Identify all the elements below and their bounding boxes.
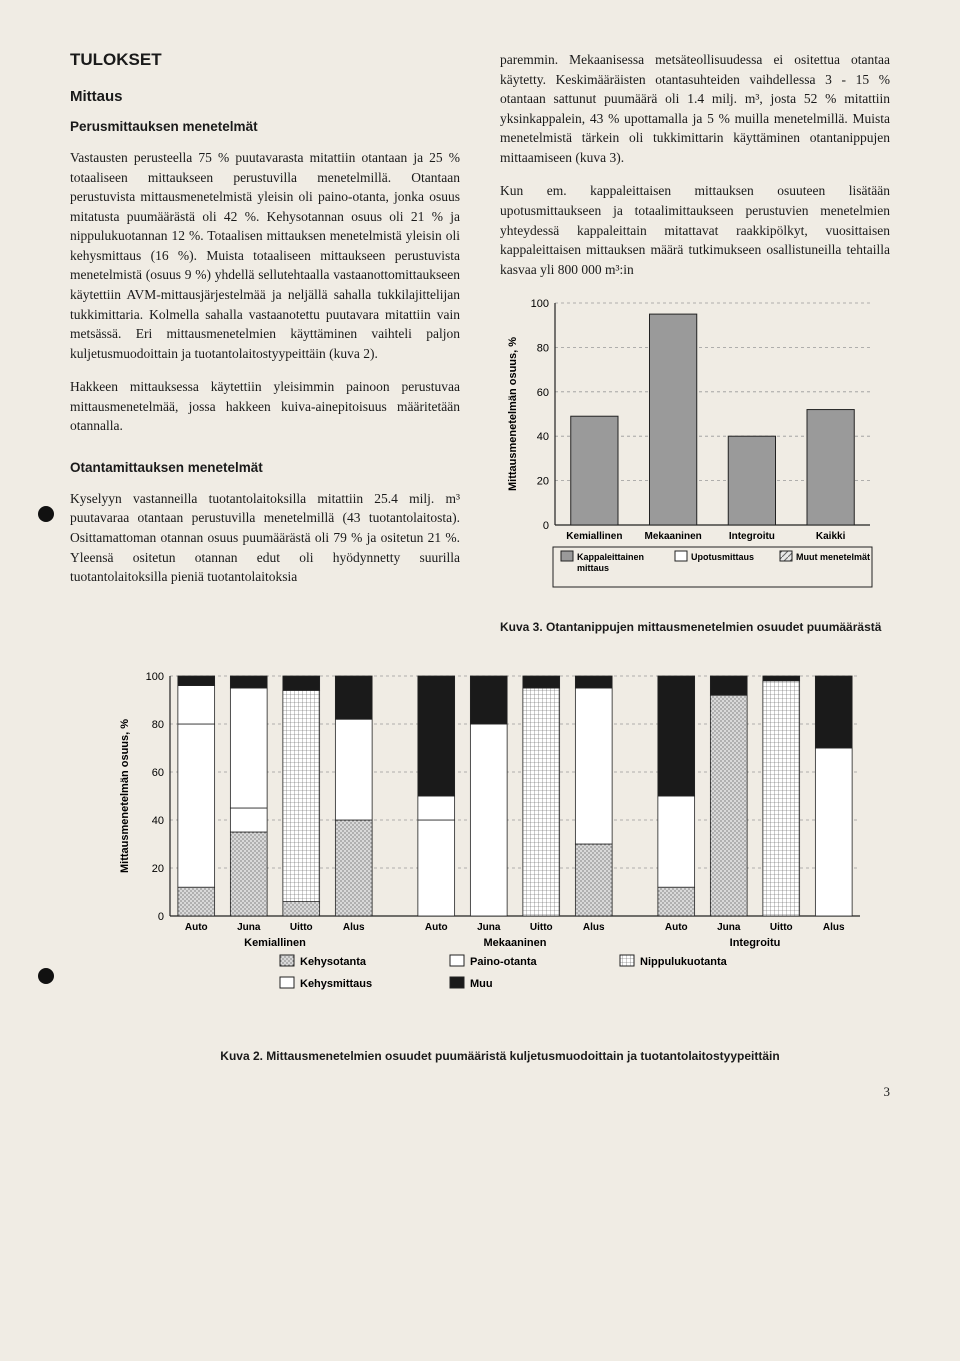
paragraph-5: Kun em. kappaleittaisen mittauksen osuut… — [500, 181, 890, 279]
svg-text:Mittausmenetelmän osuus, %: Mittausmenetelmän osuus, % — [507, 337, 519, 491]
page-number: 3 — [70, 1084, 890, 1100]
svg-text:Kappaleittainen: Kappaleittainen — [577, 552, 644, 562]
svg-text:Juna: Juna — [237, 922, 261, 933]
svg-text:20: 20 — [537, 476, 549, 488]
paragraph-1: Vastausten perusteella 75 % puutavarasta… — [70, 148, 460, 363]
svg-text:Auto: Auto — [665, 922, 688, 933]
svg-text:Kehysmittaus: Kehysmittaus — [300, 978, 372, 990]
chart-2-container: 0 20 40 60 80 100 Mittausmenetelmän osuus, % Au… — [110, 666, 890, 1065]
svg-text:Auto: Auto — [425, 922, 448, 933]
right-column: paremmin. Mekaanisessa metsäteollisuudes… — [500, 50, 890, 636]
svg-text:Kemiallinen: Kemiallinen — [244, 937, 306, 949]
svg-text:Uitto: Uitto — [530, 922, 553, 933]
svg-text:40: 40 — [152, 815, 164, 827]
svg-text:Alus: Alus — [823, 922, 845, 933]
svg-text:Nippulukuotanta: Nippulukuotanta — [640, 956, 728, 968]
svg-text:Mittausmenetelmän osuus, %: Mittausmenetelmän osuus, % — [119, 719, 131, 873]
svg-text:100: 100 — [531, 298, 549, 310]
svg-text:60: 60 — [537, 387, 549, 399]
svg-text:Juna: Juna — [717, 922, 741, 933]
svg-text:Kemiallinen: Kemiallinen — [566, 531, 622, 542]
svg-text:Muut menetelmät: Muut menetelmät — [796, 552, 870, 562]
heading-tulokset: TULOKSET — [70, 50, 460, 70]
svg-text:60: 60 — [152, 767, 164, 779]
chart-3-svg: 0 20 40 60 80 100 Mittausmenetelmän osuus, % Ke… — [500, 293, 880, 603]
heading-otantamittauksen: Otantamittauksen menetelmät — [70, 460, 460, 475]
heading-perusmittauksen: Perusmittauksen menetelmät — [70, 119, 460, 134]
paragraph-4: paremmin. Mekaanisessa metsäteollisuudes… — [500, 50, 890, 167]
svg-text:Integroitu: Integroitu — [729, 531, 775, 542]
svg-text:Kehysotanta: Kehysotanta — [300, 956, 367, 968]
svg-text:Alus: Alus — [583, 922, 605, 933]
svg-text:Mekaaninen: Mekaaninen — [484, 937, 547, 949]
svg-text:Uitto: Uitto — [290, 922, 313, 933]
chart-3-container: 0 20 40 60 80 100 Mittausmenetelmän osuus, % Ke… — [500, 293, 890, 636]
chart-2-svg: 0 20 40 60 80 100 Mittausmenetelmän osuus, % Au… — [110, 666, 870, 1026]
paragraph-3: Kyselyyn vastanneilla tuotantolaitoksill… — [70, 489, 460, 587]
heading-mittaus: Mittaus — [70, 88, 460, 105]
svg-text:80: 80 — [152, 719, 164, 731]
bullet-1 — [38, 506, 54, 522]
chart-2-caption: Kuva 2. Mittausmenetelmien osuudet puumä… — [110, 1049, 890, 1065]
svg-text:Kaikki: Kaikki — [816, 531, 846, 542]
svg-text:Integroitu: Integroitu — [730, 937, 781, 949]
svg-text:80: 80 — [537, 343, 549, 355]
svg-text:Upotusmittaus: Upotusmittaus — [691, 552, 754, 562]
svg-text:0: 0 — [543, 520, 549, 532]
svg-text:Mekaaninen: Mekaaninen — [645, 531, 702, 542]
left-column: TULOKSET Mittaus Perusmittauksen menetel… — [70, 50, 460, 636]
chart-3-caption: Kuva 3. Otantanippujen mittausmenetelmie… — [500, 620, 890, 636]
svg-text:Auto: Auto — [185, 922, 208, 933]
svg-text:40: 40 — [537, 431, 549, 443]
svg-text:mittaus: mittaus — [577, 563, 609, 573]
svg-text:0: 0 — [158, 911, 164, 923]
svg-text:100: 100 — [146, 671, 164, 683]
paragraph-2: Hakkeen mittauksessa käytettiin yleisimm… — [70, 377, 460, 436]
svg-text:Uitto: Uitto — [770, 922, 793, 933]
svg-text:Paino-otanta: Paino-otanta — [470, 956, 537, 968]
svg-text:20: 20 — [152, 863, 164, 875]
svg-text:Juna: Juna — [477, 922, 501, 933]
svg-text:Alus: Alus — [343, 922, 365, 933]
bullet-2 — [38, 968, 54, 984]
svg-text:Muu: Muu — [470, 978, 493, 990]
